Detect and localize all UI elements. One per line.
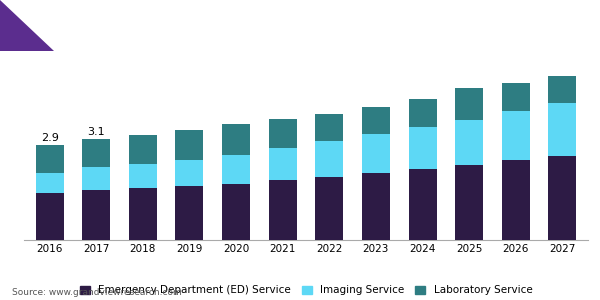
Bar [269, 148, 296, 180]
Bar [316, 114, 343, 141]
Bar [362, 134, 390, 173]
Bar [222, 124, 250, 155]
Bar [409, 127, 437, 169]
Bar [129, 135, 157, 164]
Bar [35, 173, 64, 193]
Bar [35, 193, 64, 240]
Text: 3.1: 3.1 [88, 127, 105, 137]
Polygon shape [0, 0, 54, 51]
Bar [82, 167, 110, 190]
Bar [269, 180, 296, 240]
Bar [175, 160, 203, 186]
Bar [502, 111, 530, 160]
Bar [502, 83, 530, 111]
Bar [455, 120, 483, 165]
Text: U.S. Freestanding Emergency Department (FSED) market size,
by service, 2016 - 20: U.S. Freestanding Emergency Department (… [78, 26, 546, 53]
Text: Source: www.grandviewresearch.com: Source: www.grandviewresearch.com [12, 288, 182, 297]
Bar [316, 177, 343, 240]
Bar [129, 188, 157, 240]
Bar [548, 156, 577, 240]
Bar [502, 160, 530, 240]
Bar [362, 173, 390, 240]
Bar [548, 76, 577, 103]
Bar [175, 130, 203, 160]
Bar [455, 165, 483, 240]
Legend: Emergency Department (ED) Service, Imaging Service, Laboratory Service: Emergency Department (ED) Service, Imagi… [76, 281, 536, 299]
Bar [222, 155, 250, 184]
Bar [409, 99, 437, 127]
Bar [316, 141, 343, 177]
Bar [82, 139, 110, 167]
Bar [82, 190, 110, 240]
Bar [35, 145, 64, 173]
Bar [129, 164, 157, 188]
Bar [269, 119, 296, 148]
Bar [409, 169, 437, 240]
Bar [175, 186, 203, 240]
Bar [362, 107, 390, 134]
Bar [548, 103, 577, 156]
Text: 2.9: 2.9 [41, 134, 59, 143]
Bar [222, 184, 250, 240]
Bar [455, 88, 483, 120]
